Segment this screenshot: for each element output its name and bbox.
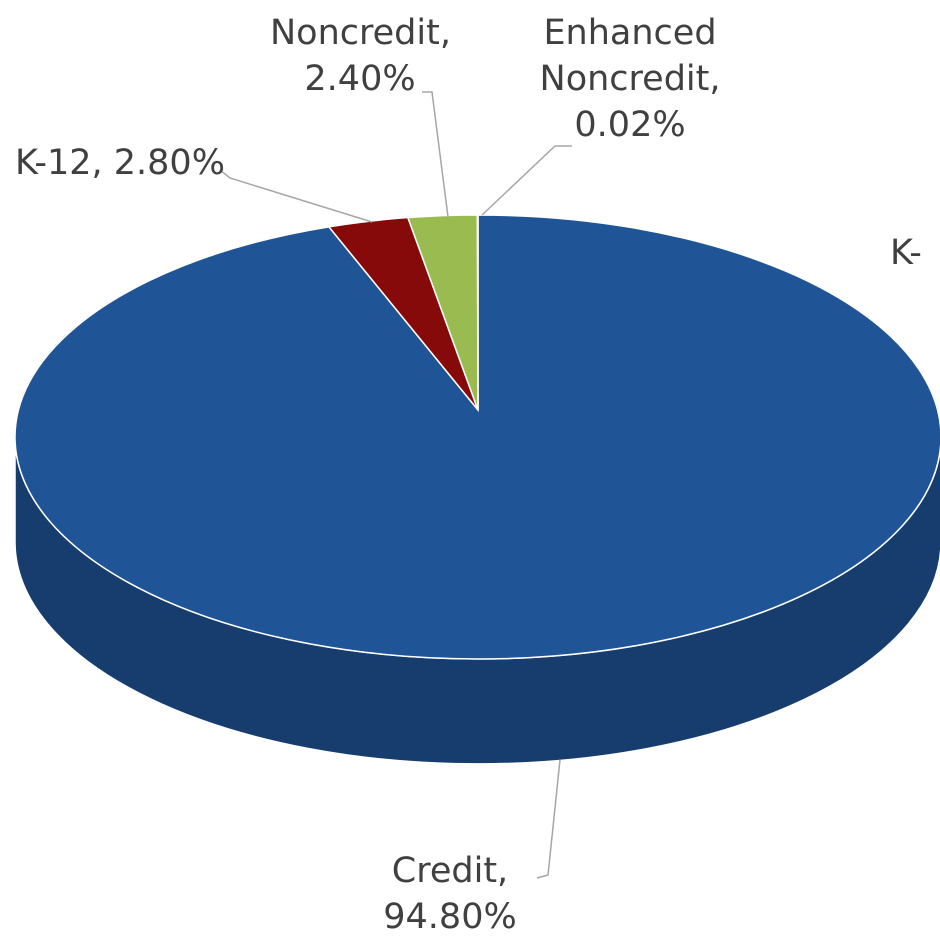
data-label: K-12, 2.80% [10, 140, 230, 186]
data-label: Credit, 94.80% [360, 848, 540, 940]
leader-line [481, 145, 572, 216]
leader-line [219, 169, 373, 223]
label-category: Enhanced Noncredit, [539, 13, 721, 99]
data-label: Enhanced Noncredit, 0.02% [530, 10, 730, 148]
label-category: Noncredit, [270, 13, 451, 53]
label-category: Credit, [391, 851, 509, 891]
annotation-text: K- [890, 233, 922, 273]
label-value: 94.80% [383, 897, 517, 937]
label-value: 0.02% [574, 105, 686, 145]
pie-slice [476, 214, 479, 411]
data-label: Noncredit, 2.40% [270, 10, 451, 102]
pie-slice [14, 214, 940, 660]
leader-line [536, 759, 561, 879]
leader-line [422, 91, 449, 218]
label-category: K-12, [15, 143, 103, 183]
label-value: 2.80% [113, 143, 225, 183]
label-value: 2.40% [304, 59, 416, 99]
annotation: K- [890, 230, 940, 276]
